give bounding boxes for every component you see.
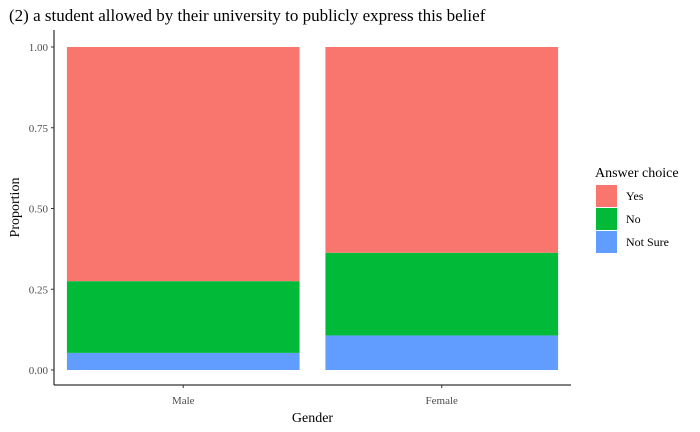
- legend-label-no: No: [626, 212, 641, 226]
- x-tick-label: Male: [172, 395, 195, 407]
- legend-label-not-sure: Not Sure: [626, 235, 669, 249]
- bar-female-yes: [325, 47, 559, 253]
- chart-title: (2) a student allowed by their universit…: [9, 6, 486, 25]
- y-tick-label: 1.00: [29, 42, 49, 54]
- legend-swatch-no: [596, 208, 617, 230]
- bars-group: [66, 47, 559, 370]
- y-ticks-group: 0.00 0.25 0.50 0.75 1.00: [29, 42, 54, 377]
- bar-female-no: [325, 252, 559, 336]
- bar-male-yes: [66, 47, 300, 282]
- bar-male-not-sure: [66, 352, 300, 370]
- y-axis-title: Proportion: [8, 178, 23, 238]
- legend-swatch-not-sure: [596, 231, 617, 253]
- bar-female-not-sure: [325, 335, 559, 370]
- y-tick-label: 0.00: [29, 365, 49, 377]
- bar-male-no: [66, 281, 300, 353]
- y-tick-label: 0.50: [29, 204, 49, 216]
- legend-title: Answer choice: [595, 166, 679, 181]
- legend: Answer choice Yes No Not Sure: [595, 166, 679, 253]
- axes-group: [53, 30, 571, 386]
- legend-swatch-yes: [596, 185, 617, 207]
- x-tick-label: Female: [426, 395, 458, 407]
- y-tick-label: 0.25: [29, 284, 49, 296]
- x-ticks-group: Male Female: [172, 385, 458, 407]
- y-tick-label: 0.75: [29, 123, 49, 135]
- x-axis-title: Gender: [292, 411, 334, 426]
- legend-label-yes: Yes: [626, 189, 644, 203]
